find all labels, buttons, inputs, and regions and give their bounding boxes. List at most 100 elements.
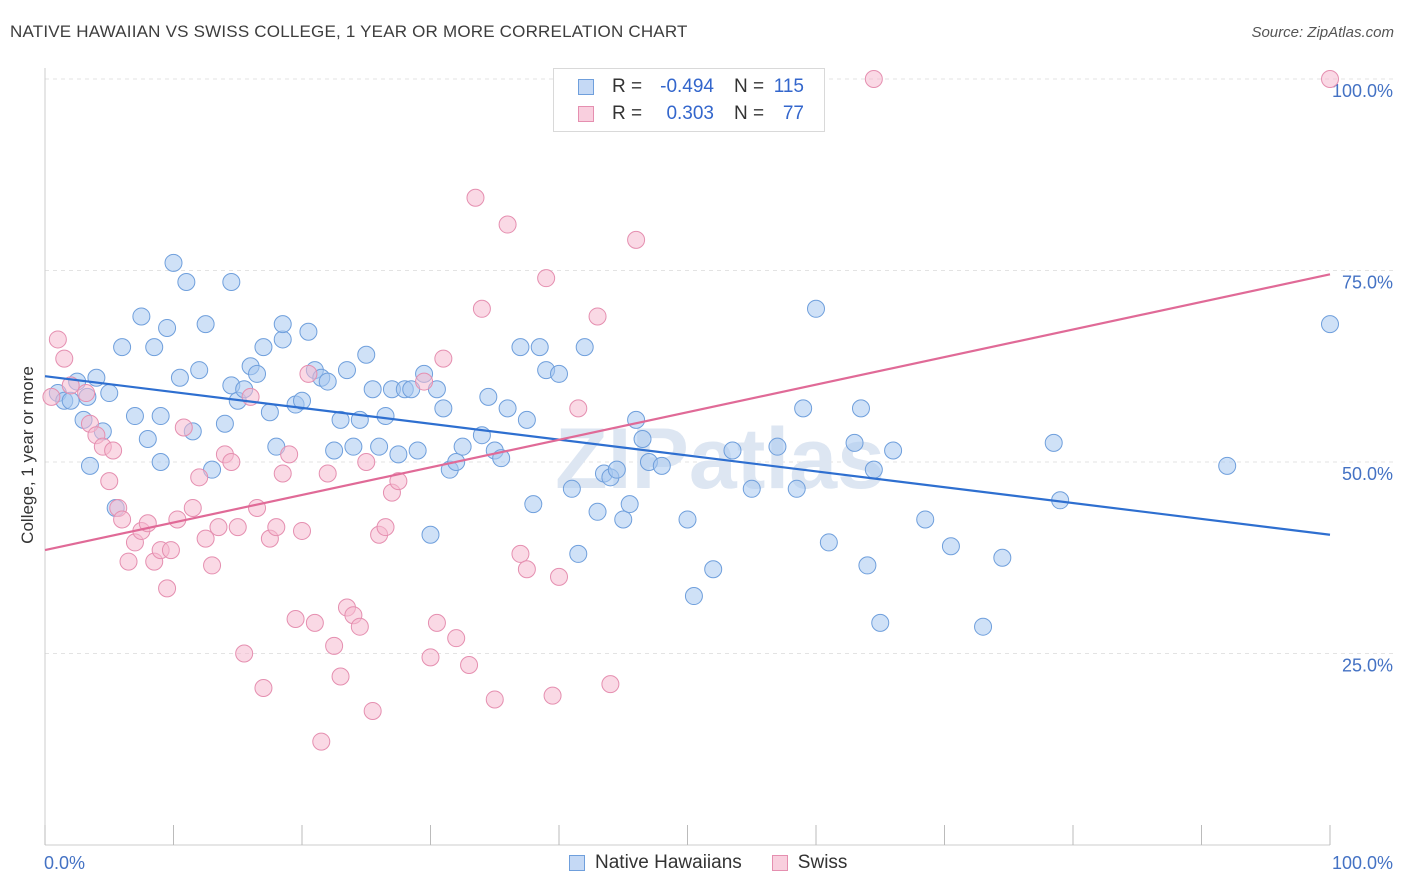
point-native-hawaiians xyxy=(100,384,119,403)
point-swiss xyxy=(427,613,446,632)
point-swiss xyxy=(415,372,434,391)
point-native-hawaiians xyxy=(851,399,870,418)
point-swiss xyxy=(222,453,241,471)
point-swiss xyxy=(434,349,453,368)
n-value: 115 xyxy=(773,76,804,97)
point-native-hawaiians xyxy=(768,437,787,456)
point-swiss xyxy=(447,629,466,648)
point-native-hawaiians xyxy=(723,441,742,460)
point-swiss xyxy=(498,215,517,234)
point-swiss xyxy=(203,556,222,575)
point-swiss xyxy=(864,70,883,88)
point-swiss xyxy=(228,518,247,537)
point-native-hawaiians xyxy=(524,495,543,514)
point-swiss xyxy=(350,617,369,636)
point-swiss xyxy=(421,648,440,667)
legend-item-native-hawaiians: Native Hawaiians xyxy=(569,852,742,874)
point-native-hawaiians xyxy=(871,613,890,632)
n-value: 77 xyxy=(782,103,804,124)
point-native-hawaiians xyxy=(498,399,517,418)
point-native-hawaiians xyxy=(125,407,144,426)
point-native-hawaiians xyxy=(1321,315,1339,334)
point-native-hawaiians xyxy=(293,391,311,410)
y-tick-label: 75.0% xyxy=(1342,273,1393,293)
trendline-swiss xyxy=(44,273,1331,552)
point-native-hawaiians xyxy=(145,338,164,357)
r-value: -0.494 xyxy=(660,76,714,97)
point-native-hawaiians xyxy=(511,338,530,357)
y-tick-label: 25.0% xyxy=(1342,656,1393,676)
point-native-hawaiians xyxy=(113,338,132,357)
point-native-hawaiians xyxy=(678,510,697,529)
point-swiss xyxy=(286,610,305,629)
point-swiss xyxy=(209,518,228,537)
blue-swatch xyxy=(578,79,594,95)
point-swiss xyxy=(627,230,646,249)
point-native-hawaiians xyxy=(325,441,344,460)
point-swiss xyxy=(550,567,568,586)
point-native-hawaiians xyxy=(1218,456,1237,475)
point-swiss xyxy=(113,510,132,529)
source-label: Source: ZipAtlas.com xyxy=(1251,24,1394,41)
point-native-hawaiians xyxy=(479,387,498,406)
point-native-hawaiians xyxy=(408,441,427,460)
point-native-hawaiians xyxy=(344,437,363,456)
y-tick-label: 100.0% xyxy=(1332,81,1393,101)
point-swiss xyxy=(48,330,67,349)
point-swiss xyxy=(472,299,491,318)
blue-swatch xyxy=(569,855,585,871)
point-swiss xyxy=(158,579,177,598)
r-label: R = xyxy=(612,103,643,124)
point-swiss xyxy=(318,464,337,483)
point-native-hawaiians xyxy=(151,407,170,426)
y-axis-label: College, 1 year or more xyxy=(18,366,37,544)
point-native-hawaiians xyxy=(787,479,806,498)
point-swiss xyxy=(543,686,562,705)
point-swiss xyxy=(293,521,311,540)
legend-row-native-hawaiians: R = -0.494 N = 115 xyxy=(578,76,804,98)
point-native-hawaiians xyxy=(1044,433,1063,452)
point-swiss xyxy=(511,544,530,563)
legend-label: Swiss xyxy=(797,852,848,873)
point-native-hawaiians xyxy=(190,361,209,380)
r-value: 0.303 xyxy=(666,103,714,124)
point-swiss xyxy=(77,384,96,403)
point-swiss xyxy=(305,613,324,632)
point-native-hawaiians xyxy=(363,380,382,399)
point-native-hawaiians xyxy=(376,407,395,426)
point-native-hawaiians xyxy=(569,544,588,563)
x-tick-label: 100.0% xyxy=(1332,853,1393,873)
point-native-hawaiians xyxy=(196,315,215,334)
point-native-hawaiians xyxy=(177,272,196,291)
correlation-legend: R = -0.494 N = 115 R = 0.303 N = 77 xyxy=(553,68,825,132)
point-native-hawaiians xyxy=(607,460,626,479)
point-native-hawaiians xyxy=(434,399,453,418)
point-swiss xyxy=(299,364,318,383)
point-native-hawaiians xyxy=(704,560,723,579)
point-swiss xyxy=(235,644,254,663)
point-native-hawaiians xyxy=(530,338,549,357)
pink-swatch xyxy=(771,855,788,871)
trendline-native-hawaiians xyxy=(44,375,1331,536)
point-swiss xyxy=(363,701,382,720)
point-native-hawaiians xyxy=(80,456,99,475)
point-swiss xyxy=(119,552,138,571)
point-native-hawaiians xyxy=(974,617,993,636)
point-swiss xyxy=(537,269,556,288)
n-label: N = xyxy=(734,103,765,124)
point-native-hawaiians xyxy=(151,453,170,471)
point-native-hawaiians xyxy=(742,479,761,498)
point-swiss xyxy=(569,399,588,418)
point-native-hawaiians xyxy=(575,338,594,357)
point-native-hawaiians xyxy=(132,307,151,326)
point-native-hawaiians xyxy=(819,533,838,552)
point-native-hawaiians xyxy=(222,272,241,291)
point-native-hawaiians xyxy=(61,391,80,410)
point-swiss xyxy=(183,498,202,517)
point-native-hawaiians xyxy=(652,456,671,475)
point-swiss xyxy=(331,667,350,686)
r-label: R = xyxy=(612,76,643,97)
point-native-hawaiians xyxy=(845,433,864,452)
point-native-hawaiians xyxy=(633,430,652,449)
point-native-hawaiians xyxy=(453,437,472,456)
